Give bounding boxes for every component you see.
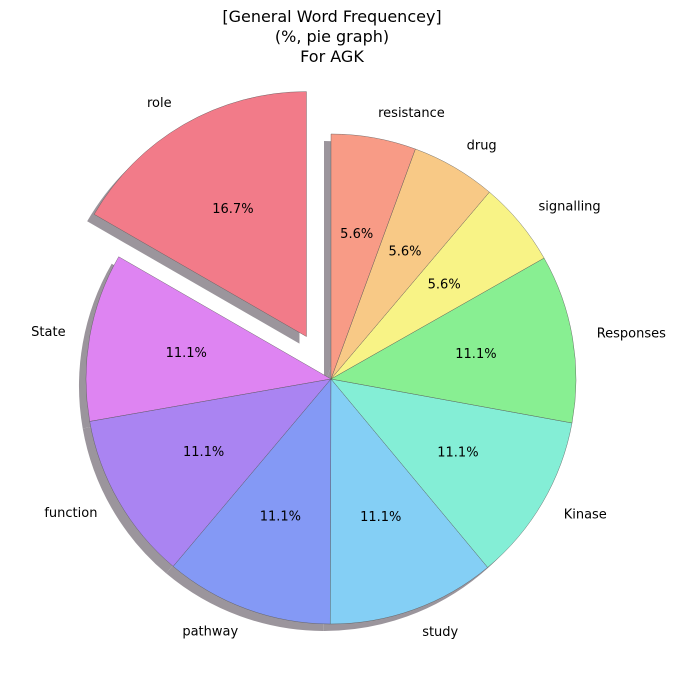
pie-labels: role 16.7% State 11.1% function 11.1% pathway 1… xyxy=(31,96,666,640)
slice-state xyxy=(85,256,332,422)
slice-function xyxy=(89,378,332,567)
percent-label-study: 11.1% xyxy=(360,510,401,525)
percent-label-kinase: 11.1% xyxy=(437,446,478,461)
percent-label-responses: 11.1% xyxy=(455,347,496,362)
slice-resistance xyxy=(330,133,416,380)
slice-pathway xyxy=(172,378,332,625)
category-label-state: State xyxy=(31,325,65,340)
slice-kinase xyxy=(330,378,573,568)
chart-title-line-1: [General Word Frequencey] xyxy=(222,7,441,26)
chart-title-line-3: For AGK xyxy=(300,47,364,66)
slice-responses xyxy=(330,257,577,424)
slice-study xyxy=(330,378,488,625)
pie-slices xyxy=(85,91,577,625)
percent-label-role: 16.7% xyxy=(212,202,253,217)
percent-label-resistance: 5.6% xyxy=(340,227,373,242)
chart-title: [General Word Frequencey] (%, pie graph)… xyxy=(222,7,441,66)
category-label-study: study xyxy=(422,625,458,640)
slice-role xyxy=(93,91,307,337)
percent-label-state: 11.1% xyxy=(166,346,207,361)
category-label-drug: drug xyxy=(467,139,497,154)
percent-label-pathway: 11.1% xyxy=(260,510,301,525)
category-label-resistance: resistance xyxy=(378,106,445,121)
chart-title-line-2: (%, pie graph) xyxy=(275,27,389,46)
percent-label-drug: 5.6% xyxy=(388,244,421,259)
category-label-responses: Responses xyxy=(597,326,666,341)
percent-label-signalling: 5.6% xyxy=(428,278,461,293)
category-label-role: role xyxy=(147,96,172,111)
percent-label-function: 11.1% xyxy=(183,445,224,460)
category-label-function: function xyxy=(44,506,97,521)
category-label-signalling: signalling xyxy=(539,200,601,215)
category-label-kinase: Kinase xyxy=(564,507,607,522)
category-label-pathway: pathway xyxy=(182,625,238,640)
